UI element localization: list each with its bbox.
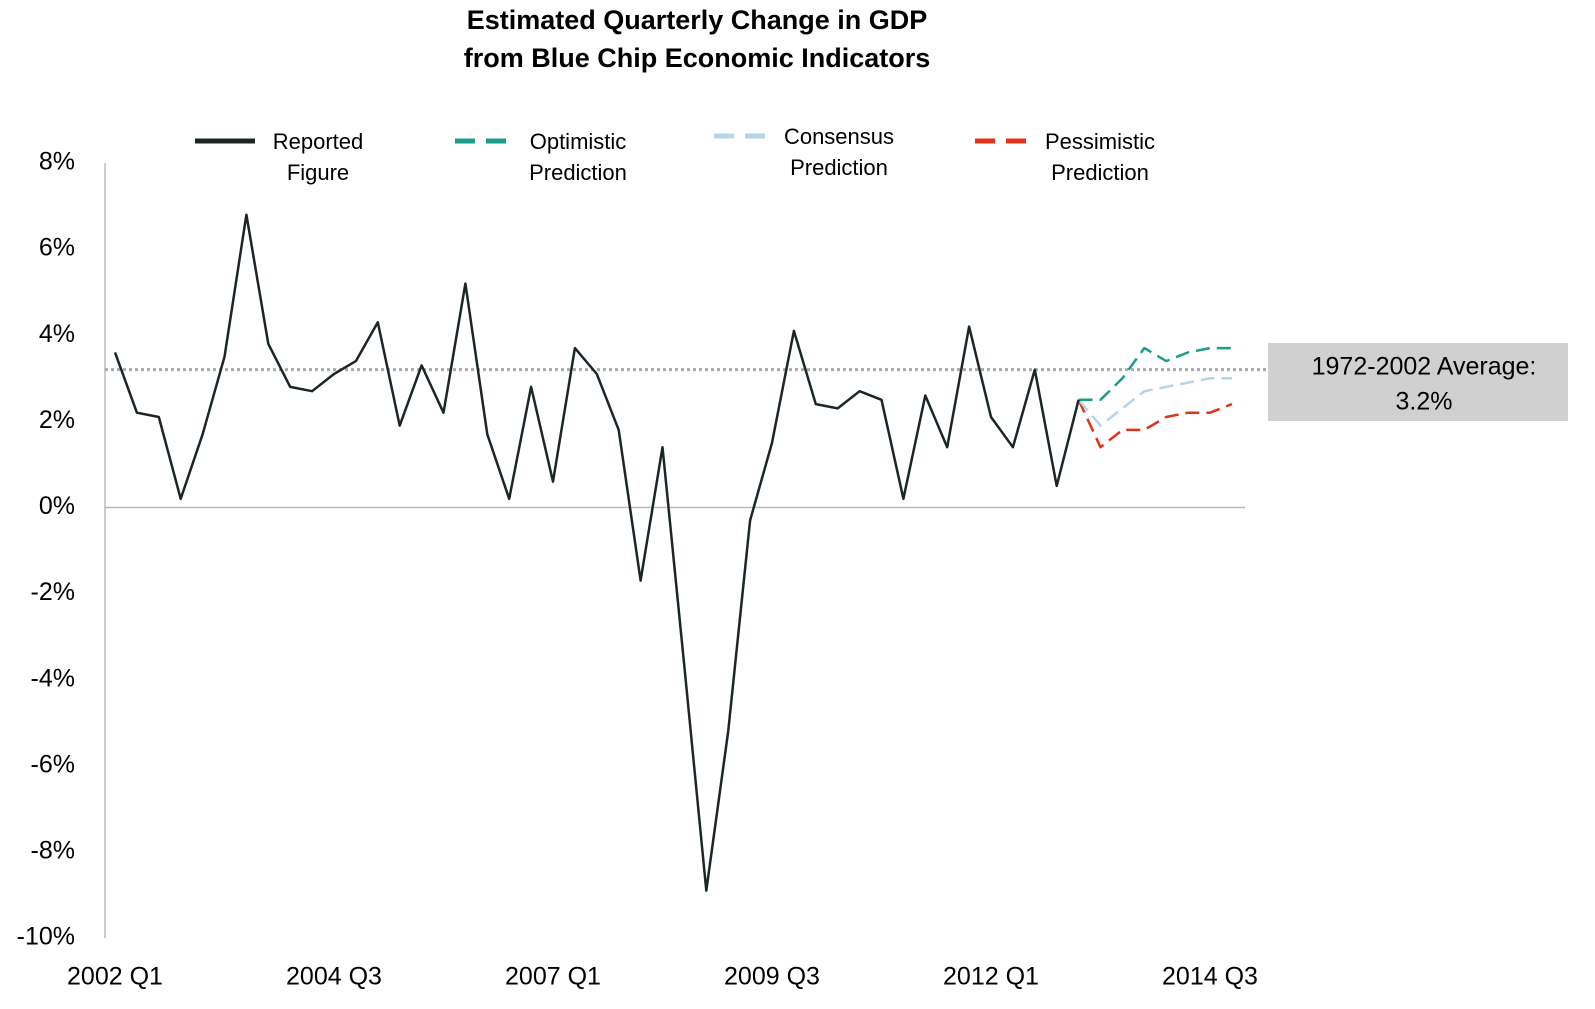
series-line [1077, 377, 1232, 427]
x-tick-label: 2002 Q1 [67, 963, 163, 991]
series-line [1078, 346, 1232, 402]
x-tick-label: 2004 Q3 [286, 963, 382, 991]
x-tick-label: 2012 Q1 [943, 963, 1039, 991]
y-tick-label: -8% [31, 836, 75, 864]
annotation-text: 1972-2002 Average: [1312, 353, 1537, 381]
y-tick-label: -6% [31, 750, 75, 778]
y-tick-label: -10% [17, 923, 75, 951]
chart-title: Estimated Quarterly Change in GDP [467, 5, 928, 35]
y-tick-label: 4% [39, 320, 75, 348]
y-tick-label: 8% [39, 148, 75, 176]
series-line [1077, 399, 1233, 449]
chart-title: from Blue Chip Economic Indicators [464, 43, 931, 73]
y-tick-label: -2% [31, 578, 75, 606]
x-tick-label: 2014 Q3 [1162, 963, 1258, 991]
y-tick-label: 2% [39, 406, 75, 434]
x-tick-label: 2007 Q1 [505, 963, 601, 991]
legend-label: Consensus Prediction [783, 124, 895, 180]
x-tick-label: 2009 Q3 [724, 963, 820, 991]
legend-label: Reported Figure [272, 129, 364, 185]
annotation-text: 3.2% [1396, 388, 1453, 416]
y-tick-label: -4% [31, 664, 75, 692]
legend-label: Pessimistic Prediction [1044, 129, 1155, 185]
y-tick-label: 6% [39, 234, 75, 262]
annotation-box [1268, 343, 1568, 421]
legend-label: Optimistic Prediction [529, 129, 627, 185]
y-tick-label: 0% [39, 492, 75, 520]
series-line [113, 213, 1080, 892]
